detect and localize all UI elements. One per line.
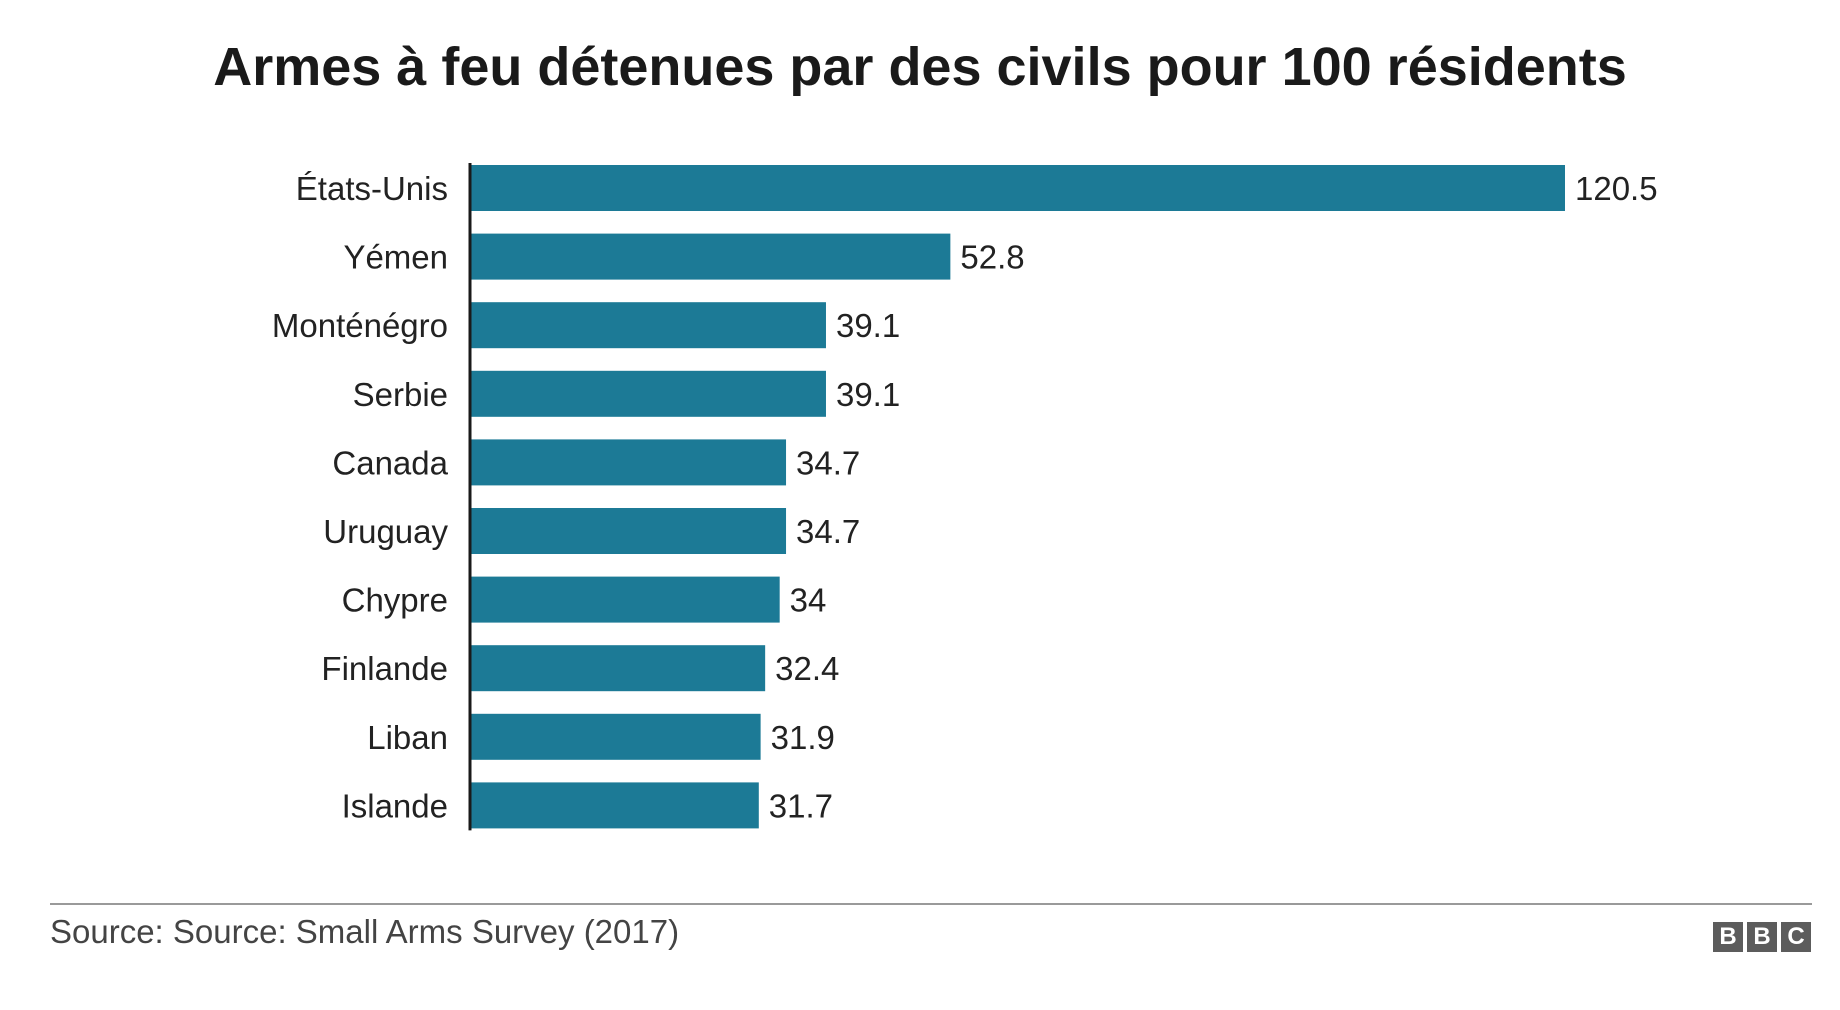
- value-label: 34.7: [796, 444, 860, 481]
- bar: [471, 165, 1565, 211]
- bar: [471, 645, 766, 692]
- category-label: Chypre: [342, 582, 448, 619]
- bar: [471, 508, 787, 554]
- category-label: Islande: [342, 787, 448, 824]
- bar: [471, 713, 761, 760]
- footer-divider: [50, 903, 1812, 905]
- value-label: 32.4: [775, 650, 839, 687]
- value-label: 34: [790, 582, 827, 619]
- source-note: Source: Source: Small Arms Survey (2017): [50, 913, 680, 950]
- bar: [471, 439, 787, 486]
- category-label: Uruguay: [323, 513, 448, 550]
- value-label: 31.9: [771, 719, 835, 756]
- category-label: Serbie: [353, 376, 448, 413]
- value-label: 39.1: [836, 307, 900, 344]
- bbc-logo-letter: B: [1713, 922, 1743, 952]
- value-label: 39.1: [836, 376, 900, 413]
- value-label: 34.7: [796, 513, 860, 550]
- value-label: 120.5: [1575, 170, 1658, 207]
- bbc-logo-letter: C: [1781, 922, 1811, 952]
- bar: [471, 233, 951, 280]
- category-label: Finlande: [321, 650, 448, 687]
- value-label: 31.7: [769, 787, 833, 824]
- category-label: États-Unis: [296, 170, 448, 207]
- chart-title: Armes à feu détenues par des civils pour…: [213, 37, 1627, 97]
- bbc-logo-letter: B: [1747, 922, 1777, 952]
- value-label: 52.8: [960, 239, 1024, 276]
- category-label: Monténégro: [272, 307, 448, 344]
- bar: [471, 370, 826, 417]
- category-label: Liban: [367, 719, 448, 756]
- bar: [471, 576, 780, 623]
- bbc-logo: B B C: [1713, 922, 1811, 952]
- bar: [471, 782, 759, 829]
- bar: [471, 302, 826, 349]
- category-label: Yémen: [343, 239, 448, 276]
- category-label: Canada: [332, 444, 448, 481]
